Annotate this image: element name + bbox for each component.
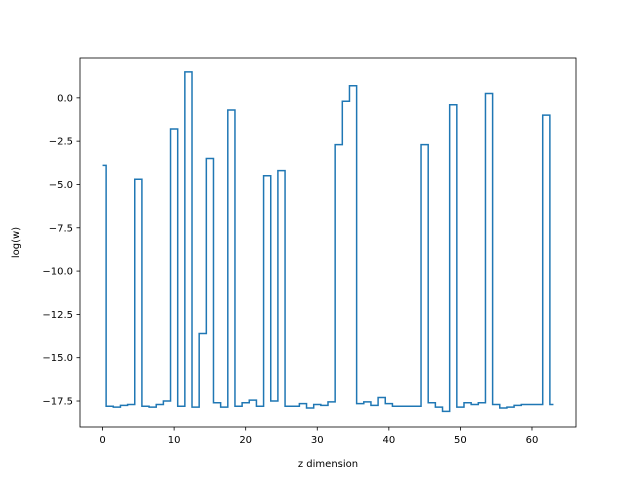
y-tick-label: −17.5 [42, 397, 73, 408]
series-line [102, 71, 554, 413]
y-tick-label: 0.0 [57, 93, 73, 104]
x-tick-label: 50 [454, 435, 467, 446]
x-tick-label: 20 [239, 435, 252, 446]
y-tick-label: −5.0 [49, 180, 73, 191]
y-tick-label: −15.0 [42, 353, 73, 364]
plot-area [102, 71, 554, 413]
x-tick-label: 60 [526, 435, 539, 446]
y-tick-label: −12.5 [42, 310, 73, 321]
x-tick-label: 0 [99, 435, 105, 446]
axes-frame [79, 57, 577, 428]
y-ticks: 0.0 −2.5 −5.0 −7.5 −10.0 −12.5 −15.0 −17.5 [42, 93, 80, 408]
y-tick-label: −7.5 [49, 223, 73, 234]
y-axis-label: log(w) [11, 227, 22, 258]
y-tick-label: −2.5 [49, 137, 73, 148]
x-axis-label: z dimension [298, 459, 358, 470]
x-tick-label: 40 [382, 435, 395, 446]
x-ticks: 0 10 20 30 40 50 60 [99, 427, 538, 446]
x-tick-label: 30 [311, 435, 324, 446]
x-tick-label: 10 [168, 435, 181, 446]
y-tick-label: −10.0 [42, 267, 73, 278]
